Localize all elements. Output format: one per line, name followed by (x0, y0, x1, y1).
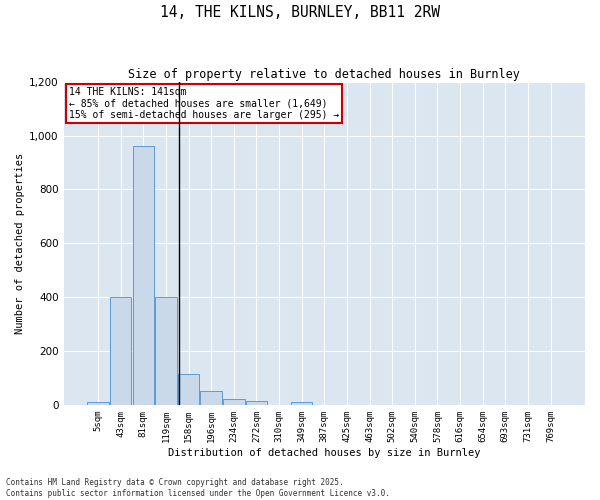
Bar (200, 392, 222, 405)
Text: Contains HM Land Registry data © Crown copyright and database right 2025.
Contai: Contains HM Land Registry data © Crown c… (6, 478, 390, 498)
Y-axis label: Number of detached properties: Number of detached properties (15, 152, 25, 334)
Text: 14, THE KILNS, BURNLEY, BB11 2RW: 14, THE KILNS, BURNLEY, BB11 2RW (160, 5, 440, 20)
Bar (246, 401, 267, 405)
Title: Size of property relative to detached houses in Burnley: Size of property relative to detached ho… (128, 68, 520, 80)
Bar (291, 402, 313, 405)
Bar (178, 374, 199, 405)
Text: 14 THE KILNS: 141sqm
← 85% of detached houses are smaller (1,649)
15% of semi-de: 14 THE KILNS: 141sqm ← 85% of detached h… (69, 86, 339, 120)
Bar (155, 297, 177, 405)
X-axis label: Distribution of detached houses by size in Burnley: Distribution of detached houses by size … (168, 448, 481, 458)
Bar (133, 146, 154, 405)
Bar (88, 402, 109, 405)
Bar (110, 297, 131, 405)
Bar (223, 400, 245, 405)
